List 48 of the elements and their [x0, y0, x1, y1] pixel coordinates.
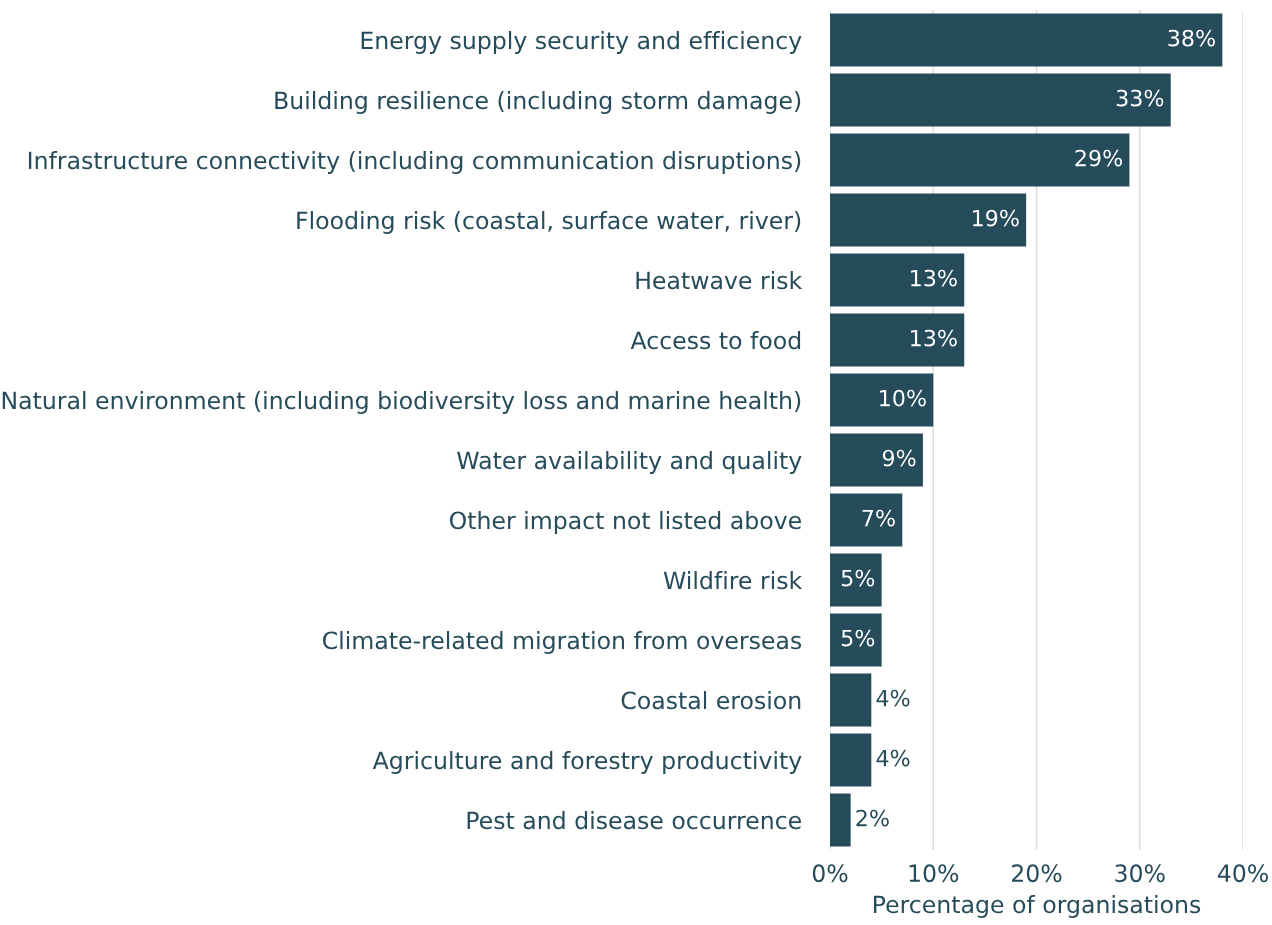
y-tick-label: Other impact not listed above: [449, 511, 801, 534]
data-label: 2%: [856, 809, 889, 827]
data-label: 10%: [880, 389, 926, 407]
data-label: 7%: [862, 509, 895, 527]
y-tick-label: Building resilience (including storm damage): [275, 91, 801, 114]
bar: [830, 733, 872, 787]
bar: [830, 73, 1171, 127]
y-tick-label: Pest and disease occurrence: [467, 811, 801, 830]
bar: [830, 493, 903, 547]
y-tick-label: Energy supply security and efficiency: [361, 31, 802, 54]
x-tick-label: 10%: [909, 864, 959, 883]
data-label: 9%: [882, 449, 916, 467]
y-tick-label: Agriculture and forestry productivity: [372, 751, 802, 774]
data-label: 13%: [911, 269, 957, 287]
bar: [830, 793, 851, 847]
data-label: 33%: [1116, 89, 1164, 107]
bar: [830, 673, 872, 727]
x-axis-title: Percentage of organisations: [874, 895, 1201, 918]
y-tick-label: Flooding risk (coastal, surface water, river): [297, 211, 801, 234]
bar: [830, 553, 882, 607]
data-label: 19%: [973, 209, 1019, 227]
bar: [830, 613, 882, 667]
bar: [830, 13, 1223, 67]
data-label: 29%: [1075, 149, 1122, 167]
x-tick-label: 20%: [1011, 864, 1062, 883]
data-label: 5%: [841, 629, 875, 647]
bar: [830, 373, 934, 427]
data-label: 4%: [876, 689, 910, 707]
x-tick-label: 30%: [1115, 864, 1165, 883]
y-tick-label: Heatwave risk: [636, 271, 803, 290]
x-tick-label: 40%: [1217, 864, 1268, 883]
y-tick-label: Access to food: [630, 331, 801, 350]
y-tick-label: Water availability and quality: [457, 451, 802, 474]
bar: [830, 133, 1130, 187]
bar: [830, 313, 965, 367]
y-tick-label: Wildfire risk: [663, 571, 803, 590]
bar: [830, 193, 1027, 247]
y-tick-label: Infrastructure connectivity (including communication disruptions): [28, 151, 801, 174]
bar: [830, 433, 923, 487]
y-tick-label: Coastal erosion: [621, 691, 801, 710]
x-tick-label: 0%: [812, 864, 848, 883]
data-label: 38%: [1168, 29, 1215, 47]
data-label: 4%: [876, 749, 910, 767]
y-tick-label: Climate-related migration from overseas: [323, 631, 802, 654]
data-label: 13%: [911, 329, 957, 347]
bar: [830, 253, 965, 307]
data-label: 5%: [841, 569, 875, 587]
y-tick-label: Natural environment (including biodiversity loss and marine health): [2, 391, 801, 414]
